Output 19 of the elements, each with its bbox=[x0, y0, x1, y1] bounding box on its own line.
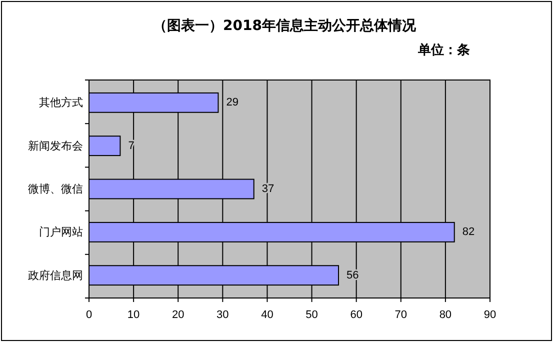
x-tick-label: 70 bbox=[394, 309, 408, 321]
y-tick-label: 其他方式 bbox=[39, 96, 83, 110]
x-tick-label: 80 bbox=[439, 309, 452, 321]
x-tick-label: 90 bbox=[484, 309, 496, 321]
data-label: 82 bbox=[462, 226, 475, 238]
x-tick-label: 10 bbox=[127, 309, 140, 321]
x-tick-label: 50 bbox=[306, 309, 318, 321]
y-tick-label: 微博、微信 bbox=[28, 182, 83, 196]
chart-title: （图表一）2018年信息主动公开总体情况 bbox=[153, 17, 417, 34]
x-tick-label: 40 bbox=[261, 309, 274, 321]
x-tick-label: 0 bbox=[86, 309, 92, 321]
x-tick-label: 30 bbox=[216, 309, 229, 321]
y-tick-label: 门户网站 bbox=[39, 226, 83, 239]
data-label: 29 bbox=[226, 96, 238, 109]
y-tick-label: 新闻发布会 bbox=[28, 139, 83, 152]
chart-subtitle: 单位：条 bbox=[417, 42, 470, 58]
y-tick-label: 政府信息网 bbox=[28, 268, 83, 282]
x-tick-label: 60 bbox=[350, 309, 362, 321]
x-tick-label: 20 bbox=[172, 309, 184, 321]
